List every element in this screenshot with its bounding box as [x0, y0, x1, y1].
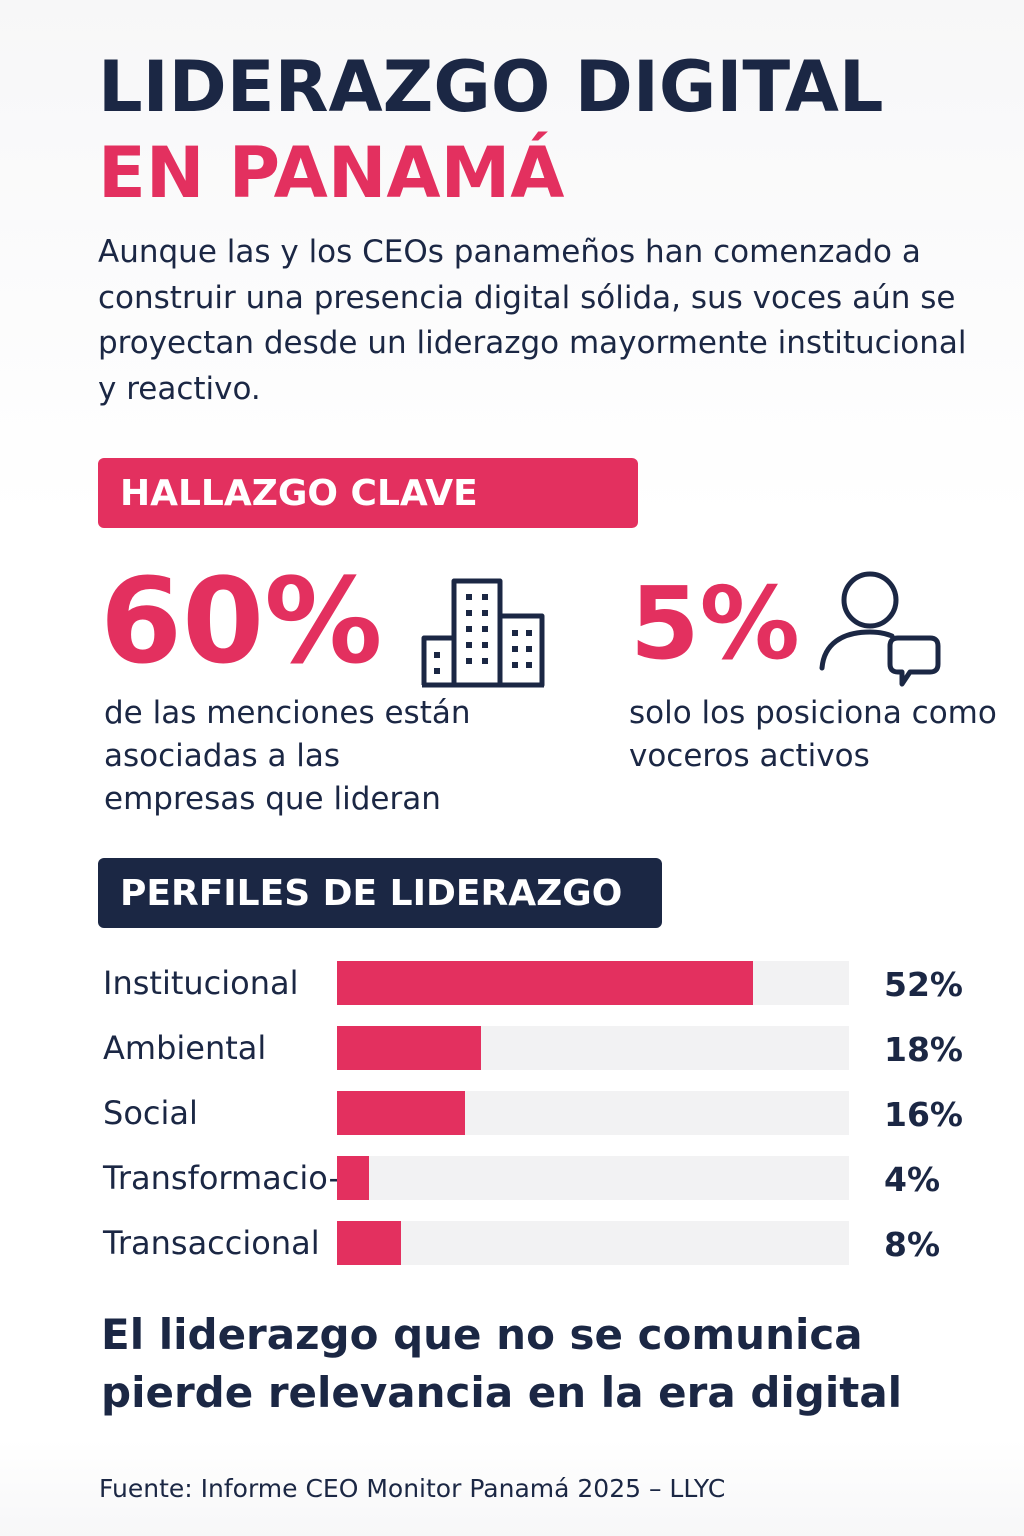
bar-category-label: Institucional: [103, 964, 299, 1002]
bar-category-label: Transformacio-: [103, 1159, 340, 1197]
profiles-banner: PERFILES DE LIDERAZGO: [98, 858, 662, 928]
intro-text: Aunque las y los CEOs panameños han come…: [98, 234, 967, 407]
bar-value-label: 4%: [884, 1160, 941, 1199]
bar-track: [337, 961, 849, 1005]
stat-value-active-spokespeople: 5%: [630, 565, 800, 682]
bar: [337, 1026, 481, 1070]
stat-description-companies: de las menciones están asociadas a las e…: [104, 695, 471, 817]
person-chat-icon: [819, 571, 941, 687]
bar-track: [337, 1091, 849, 1135]
closing-statement: El liderazgo que no se comunica pierde r…: [101, 1310, 903, 1417]
bar-track: [337, 1221, 849, 1265]
bar: [337, 1221, 401, 1265]
bar-value-label: 8%: [884, 1225, 941, 1264]
key-finding-banner: HALLAZGO CLAVE: [98, 458, 638, 528]
profiles-banner-label: PERFILES DE LIDERAZGO: [120, 872, 623, 914]
source-note: Fuente: Informe CEO Monitor Panamá 2025 …: [99, 1474, 726, 1503]
bar-value-label: 18%: [884, 1030, 963, 1069]
bar-track: [337, 1156, 849, 1200]
bar: [337, 961, 753, 1005]
stat-value-companies: 60%: [100, 552, 383, 690]
bar-category-label: Social: [103, 1094, 198, 1132]
stat-description-active-spokespeople: solo los posiciona como voceros activos: [629, 695, 997, 774]
bar-category-label: Transaccional: [103, 1224, 320, 1262]
bar-value-label: 52%: [884, 965, 963, 1004]
bar-track: [337, 1026, 849, 1070]
page-title-line1: LIDERAZGO DIGITAL: [98, 46, 884, 128]
bar: [337, 1091, 465, 1135]
key-finding-banner-label: HALLAZGO CLAVE: [120, 472, 478, 514]
page-title-line2: EN PANAMÁ: [98, 132, 565, 214]
bar-value-label: 16%: [884, 1095, 963, 1134]
bar-category-label: Ambiental: [103, 1029, 267, 1067]
bar: [337, 1156, 369, 1200]
buildings-icon: [421, 578, 545, 688]
